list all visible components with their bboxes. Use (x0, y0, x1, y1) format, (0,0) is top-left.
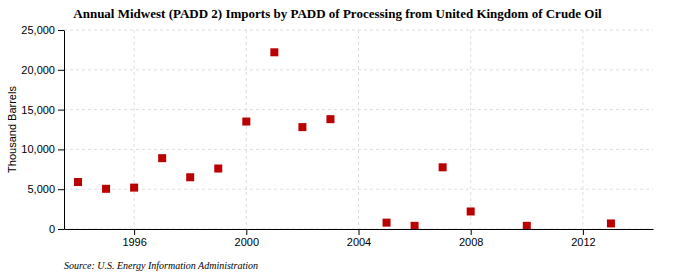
x-axis-tick: 2000 (235, 229, 259, 248)
y-axis-title: Thousand Barrels (6, 86, 18, 173)
grid-line-x (582, 30, 583, 229)
point (411, 222, 419, 229)
points (74, 48, 615, 229)
x-axis-tick-label: 2008 (459, 236, 483, 248)
point (326, 115, 334, 123)
y-axis-line (64, 31, 65, 230)
x-axis-tick-mark (246, 229, 247, 235)
y-axis-tick: 25,000 (21, 24, 64, 36)
point (186, 173, 194, 181)
x-axis-tick-mark (583, 229, 584, 235)
y-axis-tick-label: 5,000 (27, 183, 55, 195)
y-axis-tick-mark (58, 110, 64, 111)
title: Annual Midwest (PADD 2) Imports by PADD … (73, 6, 602, 21)
annotation: Source: U.S. Energy Information Administ… (64, 260, 258, 271)
y-axis-tick: 0 (49, 223, 64, 235)
y-axis-tick: 10,000 (21, 143, 64, 155)
point (298, 123, 306, 131)
point (270, 48, 278, 56)
point (242, 118, 250, 126)
x-axis-tick: 2012 (571, 229, 595, 248)
x-axis-tick-label: 1996 (122, 236, 146, 248)
x-axis-tick: 2008 (459, 229, 483, 248)
x-axis-tick: 1996 (122, 229, 146, 248)
point (74, 178, 82, 186)
x-axis-tick-label: 2012 (571, 236, 595, 248)
y-axis-tick: 15,000 (21, 104, 64, 116)
y-axis-tick-label: 15,000 (21, 104, 55, 116)
y-axis-tick-mark (58, 70, 64, 71)
y-axis-tick-mark (58, 189, 64, 190)
plot: 1996 2000 2004 2008 2012 0 5,000 10,000 15,000 20… (21, 24, 653, 248)
y-axis-tick-label: 20,000 (21, 64, 55, 76)
grid-line-x (358, 30, 359, 229)
point (439, 163, 447, 171)
chart: 1996 2000 2004 2008 2012 0 5,000 10,000 15,000 20… (0, 0, 675, 275)
x-axis-tick: 2004 (347, 229, 371, 248)
x-axis-tick-mark (134, 229, 135, 235)
x-axis-tick-label: 2000 (235, 236, 259, 248)
grid-line-x (134, 30, 135, 229)
x-axis-tick-label: 2004 (347, 236, 371, 248)
point (158, 154, 166, 162)
y-axis-tick-label: 10,000 (21, 143, 55, 155)
x-axis-tick-mark (359, 229, 360, 235)
grid-line-x (470, 30, 471, 229)
y-axis: 0 5,000 10,000 15,000 20,000 25,000 (21, 24, 64, 235)
x-axis: 1996 2000 2004 2008 2012 (65, 229, 654, 248)
grid-line-x (246, 30, 247, 229)
point (607, 219, 615, 227)
point (102, 185, 110, 193)
y-axis-tick-label: 0 (49, 223, 55, 235)
y-axis-tick-label: 25,000 (21, 24, 55, 36)
point (383, 219, 391, 227)
grid (64, 30, 653, 229)
point (130, 184, 138, 192)
grid-line-y (64, 69, 653, 70)
y-axis-tick: 20,000 (21, 64, 64, 76)
point (467, 207, 475, 215)
point (523, 222, 531, 229)
y-axis-tick: 5,000 (27, 183, 64, 195)
grid-line-y (64, 149, 653, 150)
point (214, 165, 222, 173)
x-axis-tick-mark (471, 229, 472, 235)
y-axis-tick-mark (58, 30, 64, 31)
y-axis-tick-mark (58, 149, 64, 150)
y-axis-tick-mark (58, 229, 64, 230)
